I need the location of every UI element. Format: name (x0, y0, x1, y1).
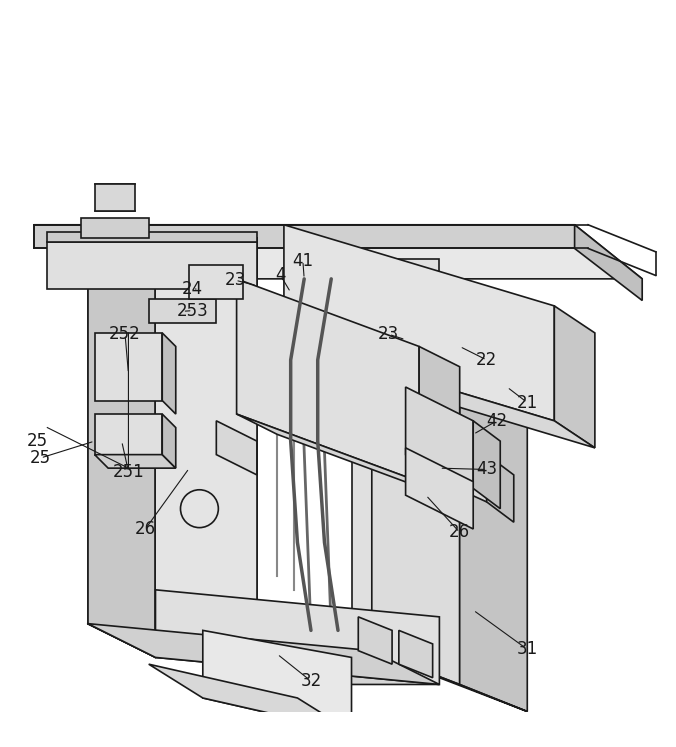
Polygon shape (203, 630, 352, 732)
Polygon shape (88, 624, 324, 691)
Polygon shape (554, 306, 595, 448)
Polygon shape (257, 657, 439, 684)
Text: 251: 251 (113, 462, 144, 480)
Text: 23: 23 (378, 325, 400, 344)
Polygon shape (460, 292, 527, 711)
Polygon shape (419, 347, 460, 502)
Polygon shape (155, 238, 257, 657)
Polygon shape (149, 664, 352, 732)
Polygon shape (95, 455, 176, 468)
Polygon shape (34, 225, 642, 279)
Text: 252: 252 (110, 325, 141, 344)
Polygon shape (399, 630, 433, 678)
Polygon shape (88, 238, 155, 657)
Text: 26: 26 (449, 524, 470, 542)
Polygon shape (487, 455, 514, 522)
Text: 25: 25 (30, 449, 51, 467)
Polygon shape (575, 225, 642, 300)
Polygon shape (95, 333, 162, 400)
Polygon shape (216, 421, 257, 475)
Text: 253: 253 (177, 302, 208, 320)
Text: 31: 31 (516, 640, 538, 658)
Polygon shape (189, 265, 243, 299)
Text: 43: 43 (476, 460, 498, 479)
Text: 41: 41 (292, 252, 314, 270)
Polygon shape (372, 651, 527, 711)
Polygon shape (406, 387, 473, 489)
Text: 32: 32 (300, 672, 322, 690)
Polygon shape (372, 258, 460, 684)
Text: 25: 25 (26, 432, 48, 450)
Polygon shape (34, 225, 575, 249)
Polygon shape (88, 624, 439, 684)
Polygon shape (155, 590, 439, 684)
Polygon shape (358, 617, 392, 664)
Polygon shape (412, 421, 487, 502)
Polygon shape (237, 279, 419, 482)
Polygon shape (81, 218, 149, 238)
Polygon shape (47, 232, 257, 242)
Polygon shape (149, 299, 216, 323)
Polygon shape (95, 414, 162, 455)
Text: 24: 24 (182, 280, 203, 298)
Text: 4: 4 (275, 267, 286, 285)
Text: 21: 21 (516, 394, 538, 412)
Text: 22: 22 (476, 351, 498, 369)
Polygon shape (237, 414, 460, 502)
Polygon shape (95, 185, 135, 211)
Text: 26: 26 (135, 520, 156, 538)
Polygon shape (162, 414, 176, 468)
Text: 23: 23 (224, 271, 246, 289)
Polygon shape (352, 258, 439, 684)
Polygon shape (473, 421, 500, 509)
Polygon shape (162, 333, 176, 414)
Text: 42: 42 (486, 412, 508, 430)
Polygon shape (47, 242, 257, 289)
Polygon shape (284, 340, 595, 448)
Polygon shape (406, 448, 473, 529)
Polygon shape (284, 225, 554, 421)
